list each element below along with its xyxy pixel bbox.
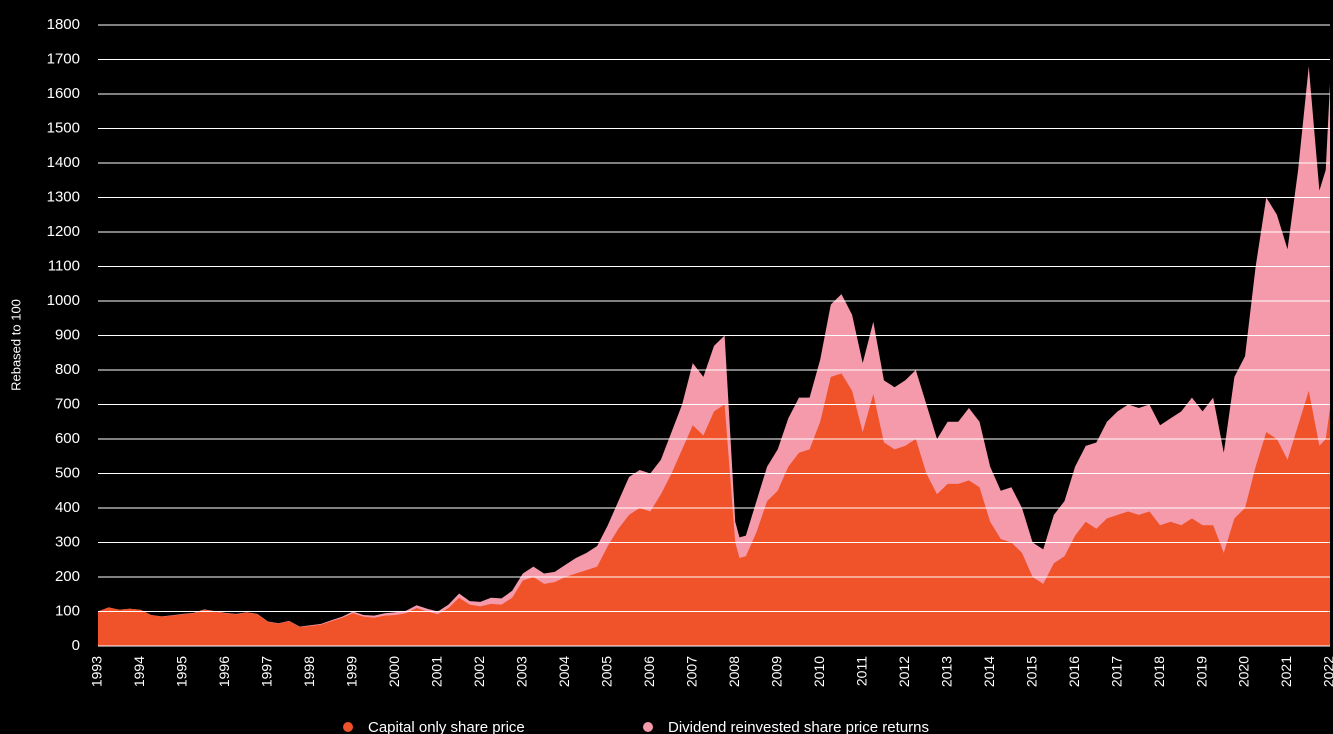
x-tick-label: 2006 [641,656,657,687]
x-tick-label: 2000 [386,656,402,687]
x-tick-label: 2010 [811,656,827,687]
x-tick-label: 2021 [1278,656,1294,687]
legend-label: Dividend reinvested share price returns [668,719,929,734]
x-tick-label: 2002 [471,656,487,687]
y-tick-label: 500 [55,464,80,481]
y-tick-label: 1600 [47,85,80,102]
x-tick-label: 2005 [598,656,614,687]
x-tick-label: 1995 [174,656,190,687]
x-tick-label: 2013 [938,656,954,687]
x-tick-label: 2007 [683,656,699,687]
y-tick-label: 1100 [48,257,80,274]
y-tick-label: 1700 [47,50,80,67]
x-tick-label: 2016 [1066,656,1082,687]
x-tick-label: 2014 [981,656,997,687]
y-tick-label: 800 [55,361,80,378]
x-tick-label: 1993 [89,656,105,687]
x-tick-label: 2020 [1236,656,1252,687]
y-tick-label: 1400 [47,154,80,171]
x-tick-label: 1999 [344,656,360,687]
x-tick-label: 1997 [259,656,275,687]
y-tick-label: 900 [55,326,80,343]
legend-swatch [643,722,653,732]
y-tick-label: 400 [55,499,80,516]
y-tick-label: 1800 [47,16,80,33]
y-tick-label: 1300 [47,188,80,205]
y-tick-label: 600 [55,430,80,447]
x-tick-label: 2009 [768,656,784,687]
x-tick-label: 2017 [1108,656,1124,687]
x-tick-label: 1998 [301,656,317,687]
x-tick-label: 2011 [853,656,869,686]
y-tick-label: 700 [55,395,80,412]
x-tick-label: 2018 [1151,656,1167,687]
y-tick-label: 0 [72,637,80,654]
x-tick-label: 2008 [726,656,742,687]
x-tick-label: 2022 [1321,656,1333,687]
area [98,373,1330,646]
x-tick-label: 2001 [429,656,445,687]
x-tick-label: 2003 [514,656,530,687]
x-tick-label: 1996 [216,656,232,687]
y-tick-label: 300 [55,533,80,550]
y-tick-label: 1000 [47,292,80,309]
legend-label: Capital only share price [368,719,525,734]
x-tick-label: 2015 [1023,656,1039,687]
y-axis-label: Rebased to 100 [8,299,23,391]
legend-swatch [343,722,353,732]
area [98,66,1330,646]
x-tick-label: 2012 [896,656,912,687]
x-tick-label: 2004 [556,656,572,687]
y-tick-label: 1200 [47,223,80,240]
x-tick-label: 1994 [131,656,147,687]
y-tick-label: 200 [55,568,80,585]
x-tick-label: 2019 [1193,656,1209,687]
y-tick-label: 100 [55,602,80,619]
y-tick-label: 1500 [47,119,80,136]
